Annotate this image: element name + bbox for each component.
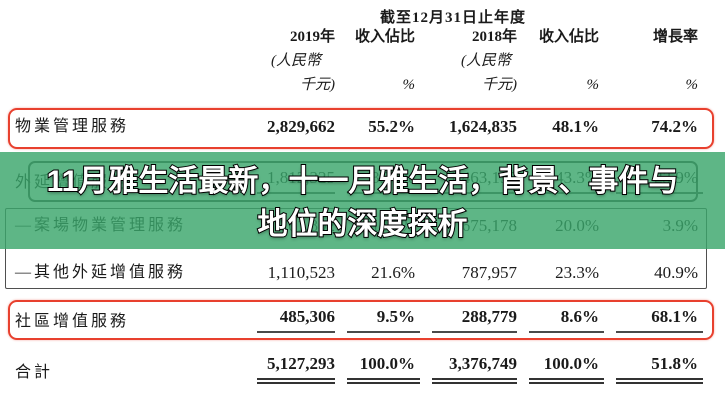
row-label: —其他外延增值服務	[15, 264, 187, 281]
row-value-2019: 485,306	[257, 306, 335, 333]
row-label: 物業管理服務	[15, 118, 130, 135]
row-label: 社區增值服務	[15, 313, 130, 330]
row-ratio-2018: 23.3%	[555, 263, 599, 282]
header-2018: 2018年	[471, 29, 517, 45]
header-ratio-2019: 收入佔比	[354, 29, 415, 45]
subheader-unit-2018: 千元)	[482, 77, 517, 93]
row-ratio-2018: 48.1%	[552, 117, 599, 136]
subheader-pct-growth: %	[685, 77, 699, 93]
row-value-2019: 1,110,523	[267, 263, 335, 282]
header-growth: 增長率	[652, 29, 698, 45]
table-subheader-currency-row: (人民幣 (人民幣	[0, 50, 703, 72]
table-row-community-services: 社區增值服務 485,306 9.5% 288,779 8.6% 68.1%	[0, 306, 703, 333]
row-ratio-2018: 100.0%	[529, 353, 604, 384]
table-row-property-management: 物業管理服務 2,829,662 55.2% 1,624,835 48.1% 7…	[0, 116, 703, 138]
table-row-other-extended: —其他外延增值服務 1,110,523 21.6% 787,957 23.3% …	[0, 262, 703, 284]
subheader-pct-ratio2: %	[586, 77, 600, 93]
subheader-unit-2019: 千元)	[300, 77, 335, 93]
table-subheader-unit-row: 千元) % 千元) % %	[0, 74, 703, 96]
row-growth: 68.1%	[616, 306, 703, 333]
row-value-2018: 787,957	[461, 263, 517, 282]
header-2019: 2019年	[289, 29, 335, 45]
subheader-pct-ratio1: %	[402, 77, 416, 93]
subheader-currency-2019: (人民幣	[271, 53, 321, 69]
row-ratio-2019: 55.2%	[368, 117, 415, 136]
row-value-2018: 3,376,749	[432, 353, 517, 384]
row-ratio-2019: 21.6%	[371, 263, 415, 282]
table-span-title: 截至12月31日止年度	[379, 10, 526, 26]
row-ratio-2018: 8.6%	[529, 306, 604, 333]
highlight-box-community-services	[8, 300, 714, 340]
highlight-box-property-management	[8, 108, 714, 149]
headline-line-2: 地位的深度探析	[257, 207, 469, 242]
subheader-currency-2018: (人民幣	[461, 53, 511, 69]
row-value-2018: 1,624,835	[449, 117, 517, 136]
table-header-row: 2019年 收入佔比 2018年 收入佔比 增長率	[0, 26, 703, 48]
row-value-2019: 5,127,293	[257, 353, 335, 384]
row-growth: 74.2%	[651, 117, 698, 136]
row-growth: 40.9%	[654, 263, 698, 282]
headline-banner-overlay: 11月雅生活最新，十一月雅生活，背景、事件与 地位的深度探析	[0, 152, 725, 249]
row-growth: 51.8%	[616, 353, 703, 384]
row-value-2018: 288,779	[432, 306, 517, 333]
row-value-2019: 2,829,662	[267, 117, 335, 136]
table-row-total: 合計 5,127,293 100.0% 3,376,749 100.0% 51.…	[0, 353, 703, 384]
row-ratio-2019: 100.0%	[347, 353, 420, 384]
header-ratio-2018: 收入佔比	[538, 29, 599, 45]
row-label: 合計	[15, 364, 54, 381]
headline-line-1: 11月雅生活最新，十一月雅生活，背景、事件与	[46, 164, 680, 199]
row-ratio-2019: 9.5%	[347, 306, 420, 333]
